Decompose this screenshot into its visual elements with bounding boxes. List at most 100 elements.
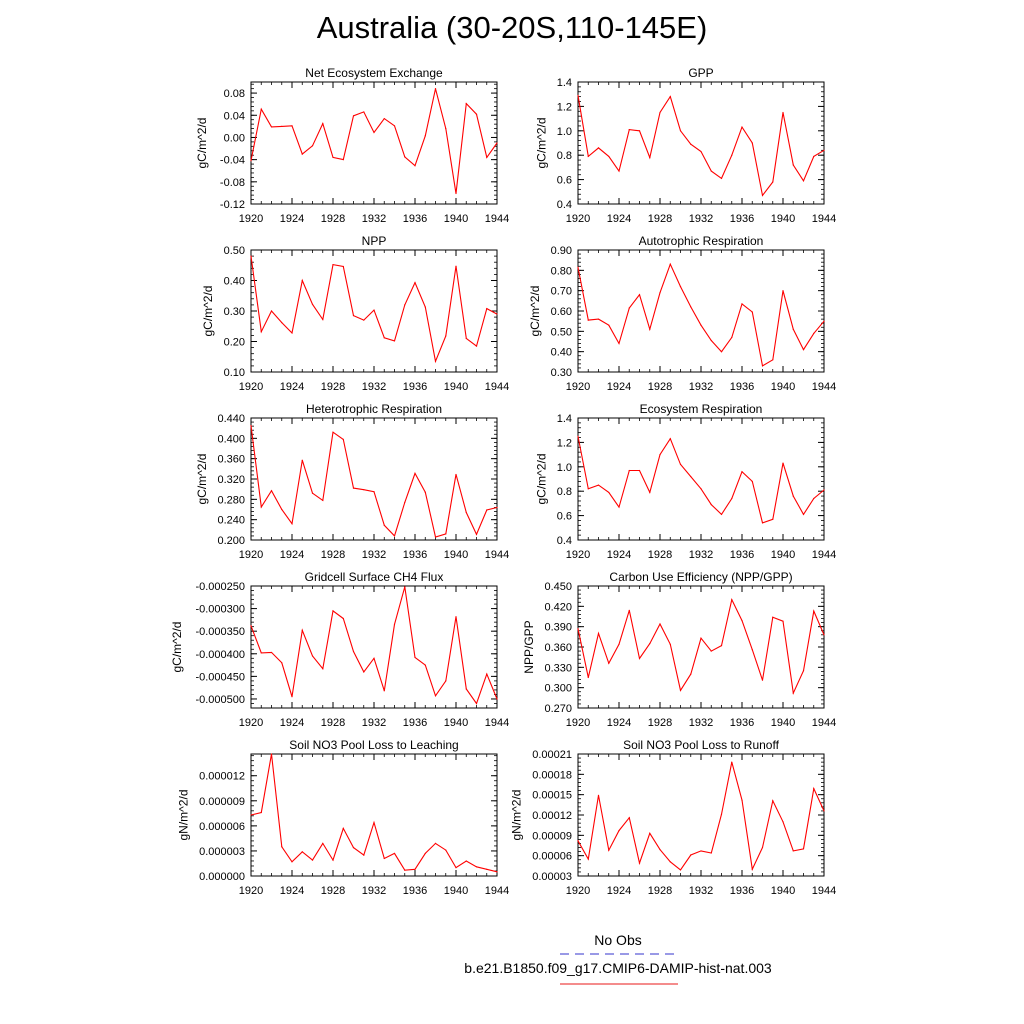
data-point — [352, 487, 355, 489]
data-point — [311, 859, 314, 861]
x-tick-label: 1928 — [648, 213, 672, 225]
data-point — [751, 480, 753, 483]
data-point — [597, 484, 600, 486]
x-tick-label: 1924 — [280, 213, 304, 225]
chart-title: Ecosystem Respiration — [640, 402, 763, 416]
y-tick-label: 0.270 — [544, 703, 572, 715]
data-point — [322, 122, 324, 125]
data-point — [597, 318, 600, 320]
y-tick-label: 0.8 — [557, 486, 572, 498]
y-tick-label: 0.000012 — [199, 771, 245, 783]
y-tick-label: 0.450 — [544, 581, 572, 593]
data-point — [311, 145, 314, 147]
data-point — [618, 342, 620, 345]
y-tick-label: 0.70 — [551, 286, 572, 298]
data-point — [659, 623, 661, 625]
series-line — [577, 761, 825, 872]
data-point — [332, 610, 334, 612]
data-point — [690, 306, 692, 308]
data-point — [587, 319, 589, 321]
chart-panel-6: 1920 1924 1928 1932 1936 1940 1944 0.4 0.6 0.8 1.0… — [534, 402, 836, 561]
data-point — [772, 800, 774, 802]
data-point — [761, 365, 764, 367]
data-point — [311, 655, 314, 657]
data-point — [496, 142, 498, 144]
y-tick-label: 1.4 — [557, 77, 572, 89]
series-line — [250, 256, 498, 364]
y-tick-label: 0.40 — [551, 347, 572, 359]
data-point — [465, 511, 467, 514]
data-point — [496, 871, 498, 873]
x-tick-label: 1920 — [239, 885, 263, 897]
series-line — [577, 436, 825, 524]
data-point — [741, 799, 743, 801]
data-point — [434, 536, 437, 538]
y-tick-label: 0.6 — [557, 175, 572, 187]
data-point — [486, 673, 488, 675]
data-point — [782, 462, 784, 464]
data-point — [597, 632, 600, 635]
y-tick-label: 0.360 — [217, 454, 245, 466]
x-tick-label: 1940 — [771, 717, 795, 729]
data-point — [710, 339, 712, 342]
data-point — [700, 150, 702, 153]
x-tick-label: 1936 — [730, 381, 754, 393]
data-point — [618, 170, 620, 172]
data-point — [690, 673, 692, 675]
x-tick-label: 1924 — [280, 885, 304, 897]
data-point — [404, 156, 406, 158]
data-point — [741, 303, 743, 305]
chart-title: GPP — [688, 66, 713, 80]
chart-panel-10: 1920 1924 1928 1932 1936 1940 1944 0.00003 0.000… — [510, 738, 837, 897]
data-point — [434, 88, 437, 90]
data-point — [823, 149, 825, 151]
x-tick-label: 1932 — [362, 213, 386, 225]
y-tick-label: 0.4 — [557, 199, 572, 211]
data-point — [383, 118, 385, 120]
data-point — [322, 842, 324, 845]
chart-panel-3: 1920 1924 1928 1932 1936 1940 1944 0.10 0.20 0.30… — [201, 234, 509, 393]
data-point — [700, 324, 702, 326]
data-point — [363, 319, 365, 321]
data-point — [424, 491, 426, 493]
data-point — [332, 156, 334, 159]
y-axis-label: gC/m^2/d — [201, 286, 215, 337]
x-tick-label: 1928 — [321, 549, 345, 561]
x-tick-label: 1944 — [812, 549, 836, 561]
data-point — [710, 852, 712, 854]
data-point — [373, 491, 375, 493]
x-tick-label: 1920 — [239, 213, 263, 225]
y-tick-label: 0.08 — [224, 88, 245, 100]
series-line — [250, 753, 498, 873]
y-tick-label: -0.04 — [220, 155, 245, 167]
x-tick-label: 1924 — [607, 549, 631, 561]
data-point — [373, 821, 375, 824]
data-point — [741, 619, 743, 622]
x-tick-label: 1944 — [812, 717, 836, 729]
x-tick-label: 1936 — [403, 717, 427, 729]
y-tick-label: 0.4 — [557, 535, 572, 547]
y-tick-label: -0.000400 — [195, 649, 245, 661]
data-point — [486, 156, 488, 159]
x-tick-label: 1920 — [566, 549, 590, 561]
x-tick-label: 1936 — [403, 885, 427, 897]
y-tick-label: -0.12 — [220, 199, 245, 211]
data-point — [802, 670, 805, 672]
data-point — [291, 125, 293, 127]
x-tick-label: 1936 — [730, 717, 754, 729]
x-tick-label: 1928 — [321, 717, 345, 729]
data-point — [587, 676, 589, 679]
data-point — [649, 491, 651, 494]
data-point — [250, 160, 252, 162]
data-point — [782, 290, 784, 292]
y-tick-label: 0.90 — [551, 245, 572, 257]
y-tick-label: 0.6 — [557, 511, 572, 523]
x-tick-label: 1940 — [444, 717, 468, 729]
x-tick-label: 1944 — [485, 213, 509, 225]
x-tick-label: 1928 — [321, 213, 345, 225]
data-point — [342, 827, 344, 829]
y-tick-label: 0.000009 — [199, 796, 245, 808]
x-tick-label: 1940 — [771, 549, 795, 561]
data-point — [414, 472, 416, 475]
x-tick-label: 1928 — [648, 381, 672, 393]
